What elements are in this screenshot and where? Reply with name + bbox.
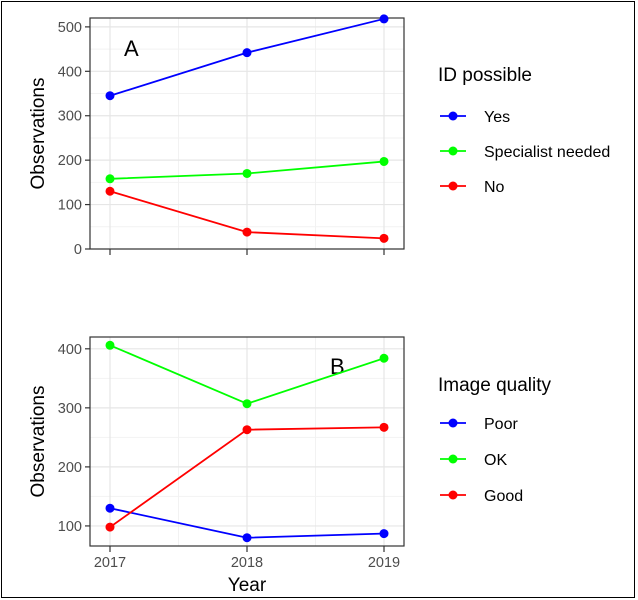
x-axis-title: Year: [228, 575, 267, 596]
y-tick-label: 200: [58, 460, 82, 476]
y-tick-label: 200: [58, 153, 82, 169]
y-tick-label: 500: [58, 20, 82, 36]
data-point-good: [242, 425, 252, 435]
legend-key-point-poor: [448, 418, 458, 428]
legend-label-good: Good: [484, 488, 523, 505]
data-point-specialist-needed: [379, 156, 389, 166]
data-point-specialist-needed: [105, 174, 115, 184]
data-point-good: [379, 422, 389, 432]
data-point-good: [105, 522, 115, 532]
data-point-yes: [379, 14, 389, 24]
legend-label-no: No: [484, 179, 505, 196]
y-tick-label: 300: [58, 109, 82, 125]
legend-label-yes: Yes: [484, 109, 510, 126]
panel-a: 0 100 200 300 400 500 Observations A ID possible…: [28, 14, 610, 258]
y-tick-label: 0: [74, 242, 82, 258]
legend-title: ID possible: [438, 65, 532, 86]
panel-b: 100 200 300 400 2017 2018 2019 Observations Year…: [28, 336, 552, 596]
legend-key-point-ok: [448, 454, 458, 464]
data-point-no: [242, 227, 252, 237]
data-point-ok: [379, 353, 389, 363]
data-point-ok: [105, 340, 115, 350]
panel-label: A: [124, 36, 139, 61]
data-point-yes: [105, 91, 115, 101]
y-axis-title: Observations: [28, 78, 49, 190]
legend-label-ok: OK: [484, 452, 507, 469]
y-tick-label: 100: [58, 198, 82, 214]
data-point-specialist-needed: [242, 168, 252, 178]
y-tick-label: 100: [58, 519, 82, 535]
data-point-poor: [105, 503, 115, 513]
y-tick-label: 300: [58, 401, 82, 417]
data-point-no: [105, 186, 115, 196]
y-tick-label: 400: [58, 342, 82, 358]
legend-key-point-yes: [448, 111, 458, 121]
data-point-no: [379, 233, 389, 243]
y-axis-title: Observations: [28, 386, 49, 498]
legend-key-point-good: [448, 490, 458, 500]
legend-label-specialist-needed: Specialist needed: [484, 144, 610, 161]
legend-title: Image quality: [438, 375, 552, 396]
x-tick-label: 2018: [231, 555, 263, 571]
legend-label-poor: Poor: [484, 416, 518, 433]
data-point-ok: [242, 399, 252, 409]
y-tick-label: 400: [58, 64, 82, 80]
legend-key-point-no: [448, 181, 458, 191]
data-point-poor: [242, 533, 252, 543]
x-tick-label: 2019: [368, 555, 400, 571]
data-point-poor: [379, 529, 389, 539]
data-point-yes: [242, 48, 252, 58]
x-tick-label: 2017: [94, 555, 126, 571]
legend-key-point-specialist-needed: [448, 146, 458, 156]
